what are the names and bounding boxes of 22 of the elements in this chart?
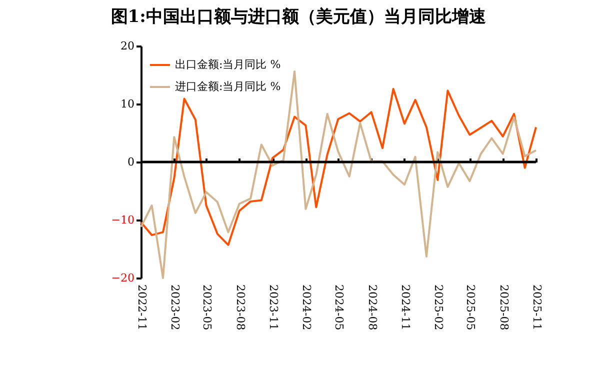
x-tick-label: 2023-02	[168, 284, 182, 330]
y-tick-label: 20	[120, 40, 134, 52]
y-tick-label: −20	[111, 272, 134, 284]
x-tick-label: 2025-02	[432, 284, 446, 330]
x-tick-label: 2023-08	[234, 284, 247, 330]
x-tick-label: 2024-02	[300, 284, 314, 330]
x-tick-label: 2025-05	[464, 284, 478, 330]
x-tick-label: 2022-11	[136, 284, 148, 330]
x-tick-label: 2024-08	[366, 284, 379, 330]
x-tick-label: 2024-11	[398, 284, 412, 330]
x-tick-label: 2025-08	[497, 284, 510, 330]
y-tick-label: 0	[128, 156, 134, 168]
y-tick-label: −10	[111, 214, 134, 226]
chart-title: 图1:中国出口额与进口额（美元值）当月同比增速	[110, 7, 486, 27]
x-tick-label: 2023-11	[267, 284, 280, 330]
x-tick-label: 2025-11	[530, 284, 544, 330]
x-tick-label: 2023-05	[200, 284, 214, 330]
y-tick-label: 10	[120, 98, 134, 110]
legend-label: 进口金额:当月同比 %	[175, 80, 281, 93]
legend-label: 出口金额:当月同比 %	[175, 58, 281, 71]
x-tick-label: 2024-05	[332, 284, 346, 330]
line-series	[140, 70, 537, 279]
